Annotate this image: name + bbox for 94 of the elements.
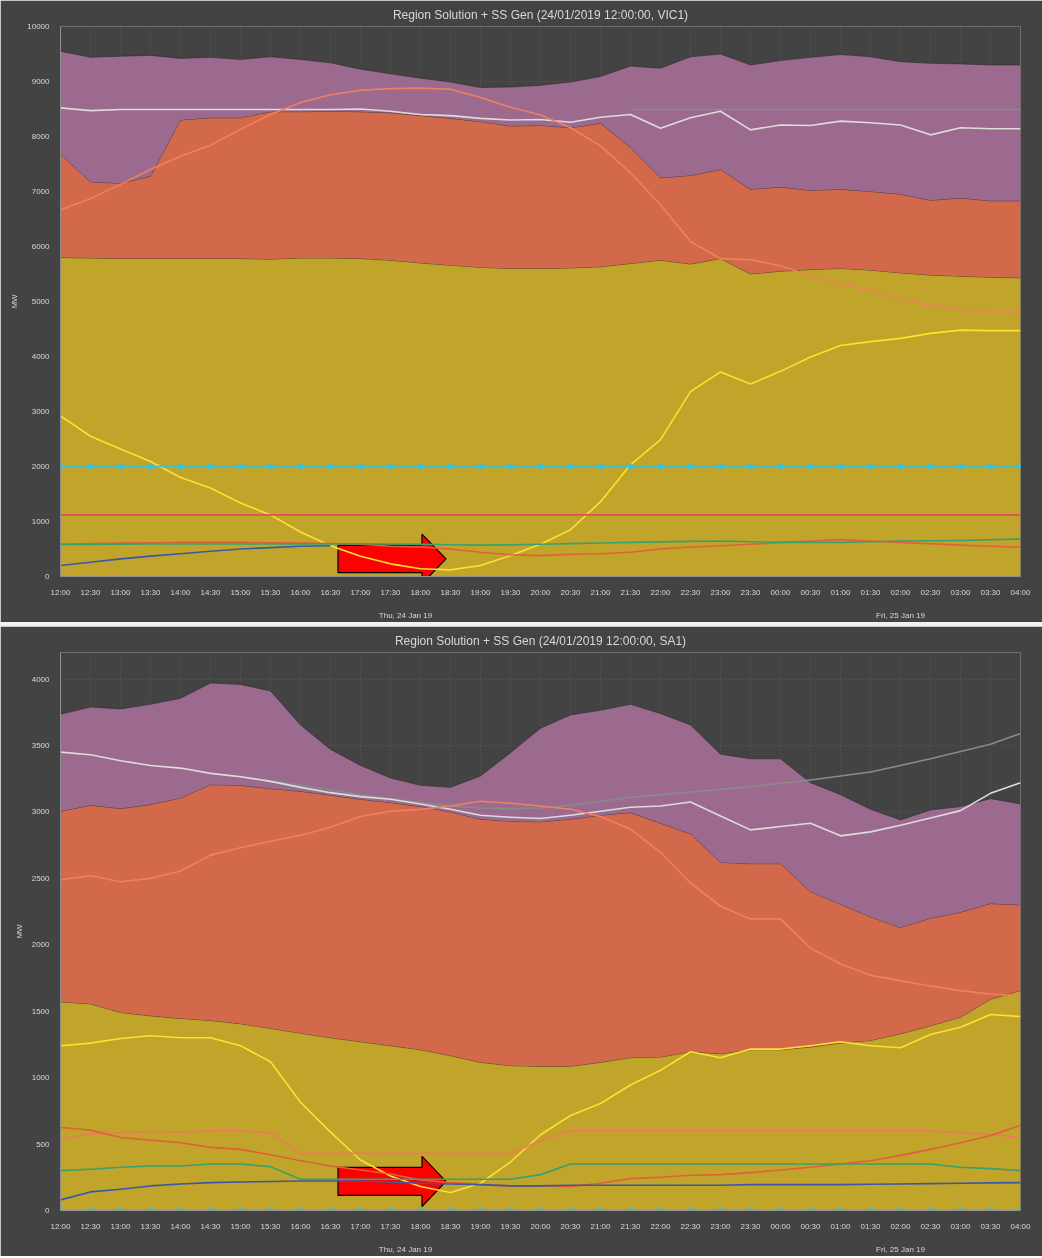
x-tick-label: 03:00 bbox=[950, 1221, 972, 1231]
x-tick-label: 01:30 bbox=[860, 587, 882, 597]
x-tick-label: 12:30 bbox=[80, 1221, 102, 1231]
x-tick-label: 15:00 bbox=[230, 1221, 252, 1231]
chart-title: Region Solution + SS Gen (24/01/2019 12:00:00, VIC1) bbox=[392, 7, 689, 22]
x-tick-label: 01:00 bbox=[830, 587, 852, 597]
x-tick-label: 23:00 bbox=[710, 587, 732, 597]
text: Thu, 24 Jan 19 bbox=[378, 1244, 433, 1254]
x-tick-label: 03:30 bbox=[980, 587, 1002, 597]
x-tick-label: 23:00 bbox=[710, 1221, 732, 1231]
x-tick-label: 14:30 bbox=[200, 1221, 222, 1231]
y-tick-label: 9000 bbox=[31, 77, 51, 86]
x-tick-label: 19:00 bbox=[470, 1221, 492, 1231]
x-tick-label: 20:30 bbox=[560, 1221, 582, 1231]
x-tick-label: 17:30 bbox=[380, 587, 402, 597]
x-tick-label: 23:30 bbox=[740, 587, 762, 597]
x-tick-label: 22:00 bbox=[650, 1221, 672, 1231]
x-tick-label: 22:00 bbox=[650, 587, 672, 597]
y-tick-label: 500 bbox=[36, 1139, 51, 1149]
x-tick-label: 20:00 bbox=[530, 1221, 552, 1231]
x-tick-label: 00:00 bbox=[770, 587, 792, 597]
x-tick-label: 14:00 bbox=[170, 1221, 192, 1231]
x-tick-label: 15:30 bbox=[260, 1221, 282, 1231]
y-tick-label: 4000 bbox=[31, 674, 51, 684]
x-tick-label: 12:00 bbox=[50, 1221, 72, 1231]
x-tick-label: 16:00 bbox=[290, 1221, 312, 1231]
x-tick-label: 21:00 bbox=[590, 1221, 612, 1231]
x-tick-label: 16:00 bbox=[290, 587, 312, 597]
y-tick-label: 4000 bbox=[31, 352, 51, 361]
x-tick-label: 13:00 bbox=[110, 587, 132, 597]
x-tick-label: 17:00 bbox=[350, 1221, 372, 1231]
y-tick-label: 0 bbox=[45, 572, 51, 581]
y-tick-label: 7000 bbox=[31, 187, 51, 196]
x-tick-label: 19:00 bbox=[470, 587, 492, 597]
text: Fri, 25 Jan 19 bbox=[876, 610, 926, 620]
y-tick-label: 1000 bbox=[31, 1073, 51, 1083]
x-tick-label: 02:30 bbox=[920, 1221, 942, 1231]
x-tick-label: 19:30 bbox=[500, 587, 522, 597]
x-tick-label: 21:30 bbox=[620, 1221, 642, 1231]
x-tick-label: 20:00 bbox=[530, 587, 552, 597]
x-tick-label: 14:30 bbox=[200, 587, 222, 597]
y-tick-label: 6000 bbox=[31, 242, 51, 251]
x-tick-label: 01:00 bbox=[830, 1221, 852, 1231]
x-tick-label: 14:00 bbox=[170, 587, 192, 597]
y-tick-label: 3000 bbox=[31, 407, 51, 416]
x-tick-label: 00:30 bbox=[800, 587, 822, 597]
x-tick-label: 20:30 bbox=[560, 587, 582, 597]
x-tick-label: 16:30 bbox=[320, 1221, 342, 1231]
x-tick-label: 18:30 bbox=[440, 587, 462, 597]
y-tick-label: 8000 bbox=[31, 132, 51, 141]
y-tick-label: 3000 bbox=[31, 807, 51, 817]
x-tick-label: 18:00 bbox=[410, 1221, 432, 1231]
x-tick-label: 16:30 bbox=[320, 587, 342, 597]
x-tick-label: 22:30 bbox=[680, 1221, 702, 1231]
x-tick-label: 13:30 bbox=[140, 1221, 162, 1231]
y-tick-label: 1000 bbox=[31, 517, 51, 526]
x-tick-label: 22:30 bbox=[680, 587, 702, 597]
text: Thu, 24 Jan 19 bbox=[378, 610, 433, 620]
x-tick-label: 18:00 bbox=[410, 587, 432, 597]
x-tick-label: 00:00 bbox=[770, 1221, 792, 1231]
x-tick-label: 04:00 bbox=[1010, 1221, 1032, 1231]
text: Fri, 25 Jan 19 bbox=[876, 1244, 926, 1254]
y-tick-label: 0 bbox=[45, 1206, 51, 1215]
x-tick-label: 02:00 bbox=[890, 1221, 912, 1231]
x-tick-label: 17:00 bbox=[350, 587, 372, 597]
y-tick-label: 5000 bbox=[31, 297, 51, 306]
x-tick-label: 15:00 bbox=[230, 587, 252, 597]
x-tick-label: 00:30 bbox=[800, 1221, 822, 1231]
y-tick-label: 10000 bbox=[27, 22, 51, 31]
x-tick-label: 01:30 bbox=[860, 1221, 882, 1231]
x-tick-label: 19:30 bbox=[500, 1221, 522, 1231]
x-tick-label: 21:00 bbox=[590, 587, 612, 597]
y-tick-label: 2500 bbox=[31, 873, 51, 883]
y-axis-title: MW bbox=[10, 293, 20, 309]
x-tick-label: 21:30 bbox=[620, 587, 642, 597]
x-tick-label: 13:30 bbox=[140, 587, 162, 597]
x-tick-label: 18:30 bbox=[440, 1221, 462, 1231]
x-tick-label: 04:00 bbox=[1010, 587, 1032, 597]
chart-title: Region Solution + SS Gen (24/01/2019 12:00:00, SA1) bbox=[394, 633, 687, 648]
x-tick-label: 13:00 bbox=[110, 1221, 132, 1231]
x-tick-label: 12:00 bbox=[50, 587, 72, 597]
y-axis-title: MW bbox=[14, 923, 24, 939]
y-tick-label: 2000 bbox=[31, 940, 51, 950]
y-tick-label: 1500 bbox=[31, 1006, 51, 1016]
x-tick-label: 02:00 bbox=[890, 587, 912, 597]
x-tick-label: 15:30 bbox=[260, 587, 282, 597]
x-tick-label: 03:30 bbox=[980, 1221, 1002, 1231]
x-tick-label: 03:00 bbox=[950, 587, 972, 597]
x-tick-label: 23:30 bbox=[740, 1221, 762, 1231]
x-tick-label: 17:30 bbox=[380, 1221, 402, 1231]
x-tick-label: 02:30 bbox=[920, 587, 942, 597]
y-tick-label: 2000 bbox=[31, 462, 51, 471]
y-tick-label: 3500 bbox=[31, 741, 51, 750]
x-tick-label: 12:30 bbox=[80, 587, 102, 597]
